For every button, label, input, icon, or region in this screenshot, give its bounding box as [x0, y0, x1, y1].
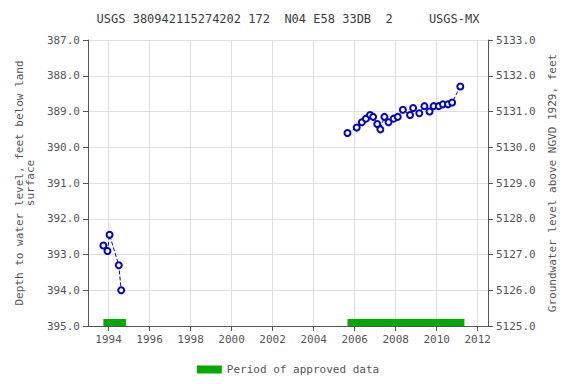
- svg-text:2012: 2012: [464, 333, 491, 346]
- svg-text:2008: 2008: [382, 333, 409, 346]
- svg-text:Period of approved data: Period of approved data: [227, 363, 379, 376]
- svg-text:5132.0: 5132.0: [496, 69, 536, 82]
- svg-text:5125.0: 5125.0: [496, 320, 536, 333]
- svg-text:5129.0: 5129.0: [496, 177, 536, 190]
- svg-text:5128.0: 5128.0: [496, 212, 536, 225]
- svg-text:2000: 2000: [218, 333, 245, 346]
- svg-text:388.0: 388.0: [47, 69, 80, 82]
- svg-text:390.0: 390.0: [47, 141, 80, 154]
- svg-text:5133.0: 5133.0: [496, 34, 536, 47]
- svg-text:surface: surface: [24, 160, 37, 206]
- svg-text:394.0: 394.0: [47, 284, 80, 297]
- svg-text:5126.0: 5126.0: [496, 284, 536, 297]
- svg-text:USGS 380942115274202 172 N04: USGS 380942115274202 172 N04 E58 33DB 2 …: [97, 12, 481, 26]
- svg-text:1994: 1994: [95, 333, 122, 346]
- svg-text:1996: 1996: [136, 333, 163, 346]
- svg-text:5130.0: 5130.0: [496, 141, 536, 154]
- svg-text:391.0: 391.0: [47, 177, 80, 190]
- svg-text:5127.0: 5127.0: [496, 248, 536, 261]
- svg-text:387.0: 387.0: [47, 34, 80, 47]
- svg-text:Groundwater level above NGVD 1: Groundwater level above NGVD 1929, feet: [546, 54, 559, 312]
- svg-text:395.0: 395.0: [47, 320, 80, 333]
- svg-text:389.0: 389.0: [47, 105, 80, 118]
- svg-text:393.0: 393.0: [47, 248, 80, 261]
- svg-text:2002: 2002: [259, 333, 286, 346]
- svg-text:Depth to water level, feet bel: Depth to water level, feet below land: [13, 60, 26, 306]
- svg-text:2006: 2006: [341, 333, 368, 346]
- svg-text:1998: 1998: [177, 333, 204, 346]
- svg-text:5131.0: 5131.0: [496, 105, 536, 118]
- svg-text:2010: 2010: [423, 333, 450, 346]
- svg-text:392.0: 392.0: [47, 212, 80, 225]
- svg-text:2004: 2004: [300, 333, 327, 346]
